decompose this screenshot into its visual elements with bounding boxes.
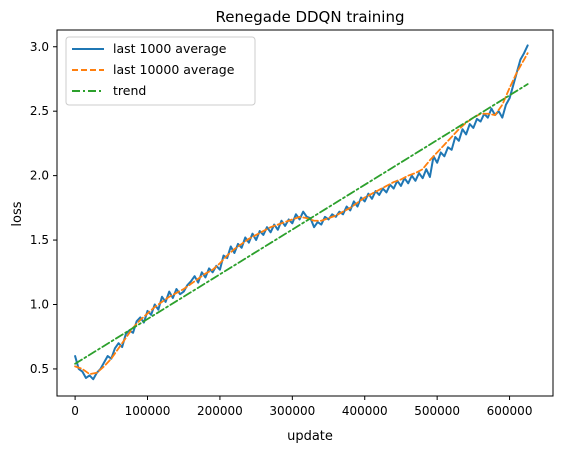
chart-title: Renegade DDQN training bbox=[216, 8, 405, 26]
legend-label-last-1000-average: last 1000 average bbox=[113, 41, 227, 56]
x-tick-label-5: 500000 bbox=[414, 404, 460, 418]
legend-label-last-10000-average: last 10000 average bbox=[113, 62, 235, 77]
y-tick-label-4: 2.5 bbox=[30, 104, 49, 118]
y-axis-label: loss bbox=[10, 201, 25, 226]
legend-label-trend: trend bbox=[113, 83, 146, 98]
x-tick-label-1: 100000 bbox=[125, 404, 171, 418]
x-tick-label-4: 400000 bbox=[342, 404, 388, 418]
y-tick-label-1: 1.0 bbox=[30, 298, 49, 312]
y-tick-label-3: 2.0 bbox=[30, 169, 49, 183]
x-axis-label: update bbox=[287, 429, 333, 444]
y-tick-label-5: 3.0 bbox=[30, 40, 49, 54]
y-tick-label-0: 0.5 bbox=[30, 362, 49, 376]
x-tick-label-3: 300000 bbox=[269, 404, 315, 418]
x-tick-label-0: 0 bbox=[71, 404, 79, 418]
legend: last 1000 average last 10000 average tre… bbox=[66, 37, 255, 105]
x-tick-label-2: 200000 bbox=[197, 404, 243, 418]
x-tick-label-6: 600000 bbox=[487, 404, 533, 418]
y-tick-label-2: 1.5 bbox=[30, 233, 49, 247]
